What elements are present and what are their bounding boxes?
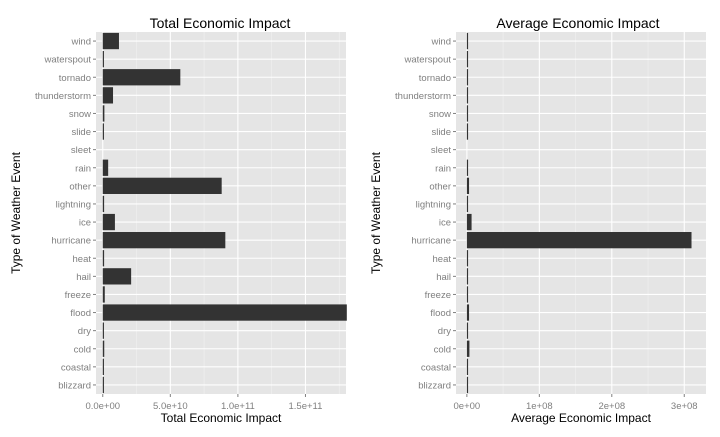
bar-waterspout xyxy=(466,51,469,68)
bar-hail xyxy=(102,268,132,285)
bar-flood xyxy=(466,304,470,321)
x-tick-label: 5.0e+10 xyxy=(153,401,188,412)
bar-freeze xyxy=(102,286,105,303)
y-tick-label: tornado xyxy=(59,73,91,84)
bar-lightning xyxy=(466,195,469,213)
x-tick-label: 0e+00 xyxy=(454,401,481,412)
bar-heat xyxy=(102,250,105,267)
y-tick-label: wind xyxy=(430,37,451,48)
bar-flood xyxy=(102,304,347,321)
chart-panel-1: wind waterspout tornado thunderstorm snow sli… xyxy=(9,15,347,425)
y-tick-label: ice xyxy=(79,218,91,229)
y-tick-label: flood xyxy=(70,308,91,319)
x-axis-label: Total Economic Impact xyxy=(161,411,282,425)
y-tick-label: slide xyxy=(71,127,91,138)
y-tick-label: hurricane xyxy=(51,236,91,247)
x-tick-label: 0.0e+00 xyxy=(85,401,120,412)
y-tick-label: cold xyxy=(434,344,451,355)
plot-background xyxy=(456,32,706,394)
bar-hail xyxy=(466,268,469,285)
y-tick-label: coastal xyxy=(421,362,451,373)
y-tick-label: waterspout xyxy=(404,55,452,66)
bar-ice xyxy=(102,213,115,231)
bar-cold xyxy=(466,340,470,357)
y-tick-label: sleet xyxy=(431,145,451,156)
bar-wind xyxy=(102,32,119,50)
bar-snow xyxy=(102,105,105,122)
bar-coastal xyxy=(102,358,104,375)
y-tick-label: lightning xyxy=(416,199,451,210)
y-tick-label: heat xyxy=(433,254,452,265)
y-tick-label: sleet xyxy=(71,145,91,156)
bar-thunderstorm xyxy=(102,87,114,104)
y-tick-label: dry xyxy=(78,326,91,337)
bar-heat xyxy=(466,250,469,267)
bar-blizzard xyxy=(102,376,104,394)
chart-panel-2: wind waterspout tornado thunderstorm snow sli… xyxy=(369,15,706,425)
y-tick-label: freeze xyxy=(65,290,91,301)
y-tick-label: hail xyxy=(76,272,91,283)
bar-thunderstorm xyxy=(466,87,469,104)
bar-rain xyxy=(102,159,109,176)
y-tick-label: blizzard xyxy=(58,380,91,391)
chart-title: Average Economic Impact xyxy=(496,15,659,31)
x-tick-label: 2e+08 xyxy=(598,401,625,412)
y-tick-label: thunderstorm xyxy=(35,91,91,102)
y-tick-label: cold xyxy=(74,344,91,355)
bar-blizzard xyxy=(466,376,469,394)
y-tick-label: wind xyxy=(70,37,91,48)
y-axis-label: Type of Weather Event xyxy=(9,151,23,274)
bar-other xyxy=(102,177,222,194)
y-tick-label: waterspout xyxy=(44,55,92,66)
bar-dry xyxy=(102,322,104,339)
y-tick-label: blizzard xyxy=(418,380,451,391)
bar-other xyxy=(466,177,470,194)
y-tick-label: freeze xyxy=(425,290,451,301)
y-tick-label: other xyxy=(429,181,451,192)
x-axis-label: Average Economic Impact xyxy=(511,411,652,425)
y-tick-label: snow xyxy=(69,109,91,120)
bar-slide xyxy=(102,123,104,140)
x-tick-label: 3e+08 xyxy=(671,401,698,412)
y-tick-label: ice xyxy=(439,218,451,229)
x-tick-label: 1.0e+11 xyxy=(221,401,255,412)
bar-tornado xyxy=(102,69,181,86)
y-tick-label: rain xyxy=(435,163,451,174)
chart-title: Total Economic Impact xyxy=(150,15,291,31)
bar-freeze xyxy=(466,286,469,303)
y-tick-label: coastal xyxy=(61,362,91,373)
y-tick-label: slide xyxy=(431,127,451,138)
bar-cold xyxy=(102,340,105,357)
bar-snow xyxy=(466,105,469,122)
y-tick-label: flood xyxy=(430,308,451,319)
y-tick-label: rain xyxy=(75,163,91,174)
bar-waterspout xyxy=(102,51,104,68)
bar-coastal xyxy=(466,358,469,375)
bar-rain xyxy=(466,159,469,176)
y-tick-label: hail xyxy=(436,272,451,283)
x-tick-label: 1e+08 xyxy=(526,401,553,412)
bar-hurricane xyxy=(102,232,226,249)
y-axis-label: Type of Weather Event xyxy=(369,151,383,274)
bar-lightning xyxy=(102,195,105,213)
bar-tornado xyxy=(466,69,469,86)
y-tick-label: hurricane xyxy=(411,236,451,247)
bar-slide xyxy=(466,123,469,140)
plot-background xyxy=(96,32,346,394)
y-tick-label: thunderstorm xyxy=(395,91,451,102)
y-tick-label: snow xyxy=(429,109,451,120)
bar-wind xyxy=(466,32,469,50)
y-tick-label: dry xyxy=(438,326,451,337)
bar-dry xyxy=(466,322,469,339)
y-tick-label: heat xyxy=(73,254,92,265)
x-tick-label: 1.5e+11 xyxy=(289,401,323,412)
y-tick-label: other xyxy=(69,181,91,192)
y-tick-label: lightning xyxy=(56,199,91,210)
bar-hurricane xyxy=(466,232,692,249)
y-tick-label: tornado xyxy=(419,73,451,84)
bar-ice xyxy=(466,213,472,231)
